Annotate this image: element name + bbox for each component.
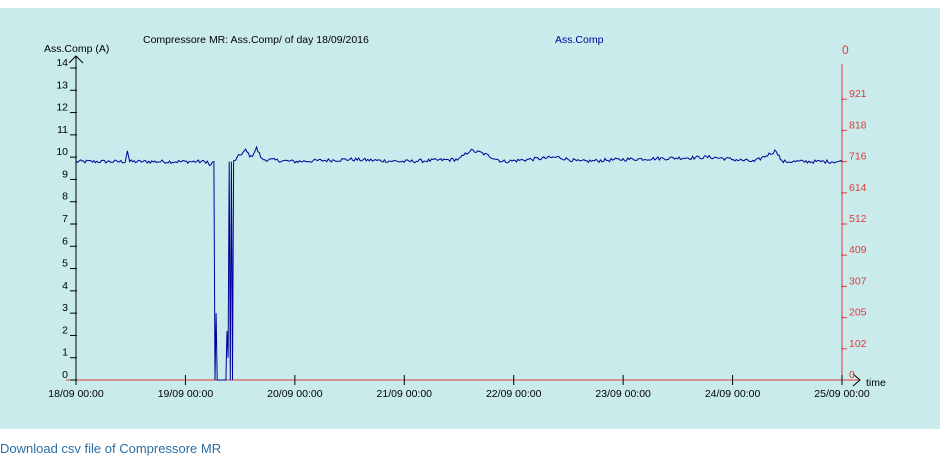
x-axis-arrow [852,373,861,387]
y-left-tick-label: 11 [57,124,68,136]
axes-layer [66,55,861,387]
series-line-ass-comp [75,145,843,381]
y-left-tick-label: 8 [62,191,68,203]
y-right-tick-label: 0 [849,369,855,381]
chart-title: Compressore MR: Ass.Comp/ of day 18/09/2… [143,34,369,46]
y-right-tick-label: 307 [849,275,867,287]
y-left-tick-label: 10 [56,146,68,158]
y-left-tick-label: 3 [62,302,68,314]
y-axis-left-arrow [68,55,84,64]
y-left-tick-label: 0 [62,369,68,381]
x-tick-label: 21/09 00:00 [377,388,433,400]
y-right-tick-label: 102 [849,338,867,350]
y-axis-left-label: Ass.Comp (A) [44,43,109,55]
y-left-tick-label: 7 [62,213,68,225]
y-axis-right-label: 0 [842,43,849,57]
series-layer [75,145,843,381]
x-tick-label: 20/09 00:00 [267,388,323,400]
x-tick-label: 19/09 00:00 [158,388,214,400]
y-left-tick-label: 4 [62,280,68,292]
y-left-tick-label: 5 [62,258,68,270]
y-left-tick-label: 14 [56,57,68,69]
y-right-tick-label: 716 [849,151,867,163]
line-chart: 0123456789101112131401022053074095126147… [44,34,886,400]
y-right-tick-label: 921 [849,88,867,100]
download-csv-link[interactable]: Download csv file of Compressore MR [0,441,222,456]
y-right-tick-label: 205 [849,307,867,319]
ticks-layer: 0123456789101112131401022053074095126147… [48,57,870,400]
x-axis-label: time [866,377,886,389]
y-left-tick-label: 13 [56,79,68,91]
legend-entry: Ass.Comp [555,34,604,46]
y-left-tick-label: 1 [62,347,68,359]
y-right-tick-label: 818 [849,119,867,131]
y-left-tick-label: 6 [62,235,68,247]
y-right-tick-label: 512 [849,213,867,225]
x-tick-label: 25/09 00:00 [814,388,870,400]
y-left-tick-label: 9 [62,168,68,180]
chart-panel: 0 1 2 3 4 5 6 7 8 9 10 11 12 13 14 0 102 205 307 409 512 614 7… [0,8,940,429]
x-tick-label: 22/09 00:00 [486,388,542,400]
y-right-tick-label: 409 [849,244,867,256]
x-tick-label: 18/09 00:00 [48,388,104,400]
y-right-tick-label: 614 [849,182,867,194]
x-tick-label: 23/09 00:00 [595,388,651,400]
x-tick-label: 24/09 00:00 [705,388,761,400]
y-left-tick-label: 12 [56,102,68,114]
y-left-tick-label: 2 [62,324,68,336]
